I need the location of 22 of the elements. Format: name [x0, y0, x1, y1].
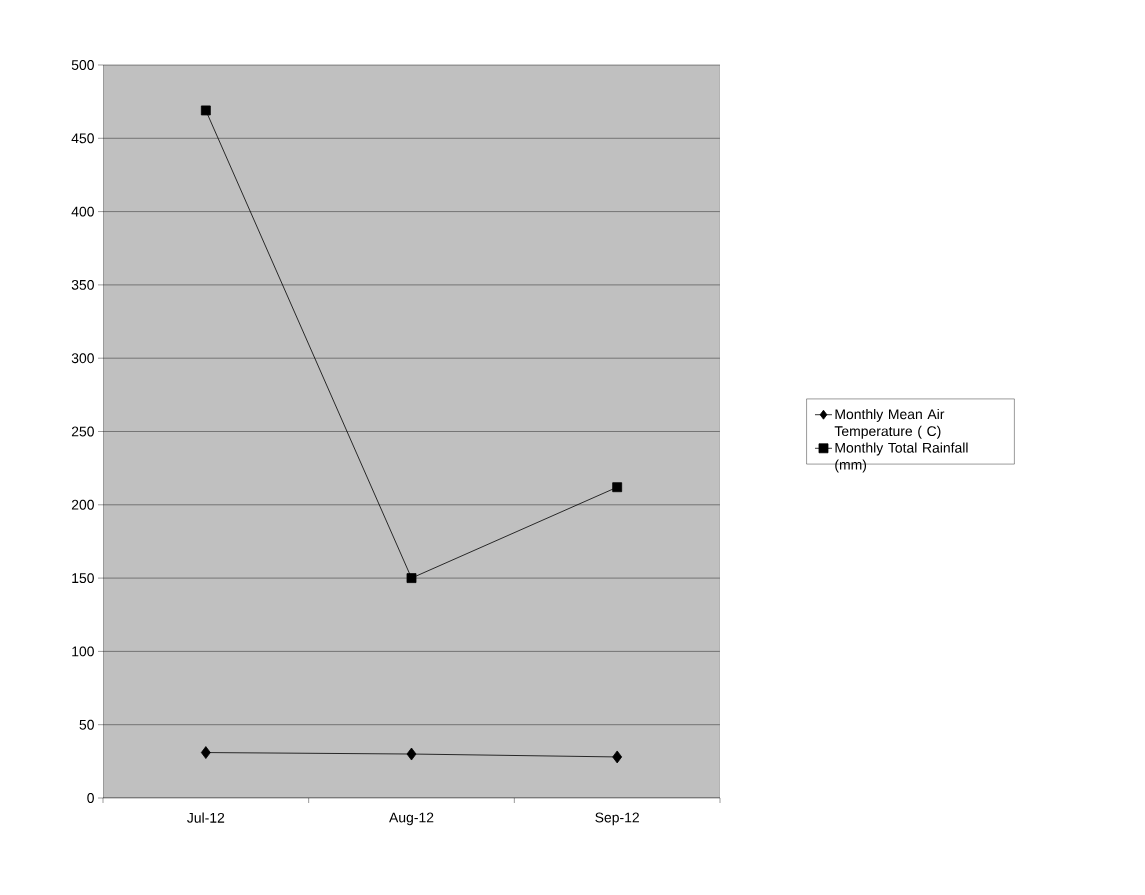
y-tick-label: 50	[79, 719, 94, 730]
y-tick-label: 300	[71, 353, 94, 364]
point	[612, 750, 623, 764]
point	[406, 747, 417, 761]
y-tick-label: 500	[71, 60, 94, 70]
y-tick-label: 100	[72, 646, 94, 657]
point	[200, 105, 211, 116]
y-tick-label: 150	[72, 573, 94, 584]
point	[200, 746, 211, 759]
legend-label: Monthly Mean Air Temperature ( C)	[834, 408, 945, 439]
x-tick-label: Jul-12	[187, 812, 225, 823]
y-tick-label: 450	[71, 133, 94, 144]
point	[406, 573, 417, 583]
x-tick-label: Sep-12	[595, 812, 639, 826]
y-tick-label: 400	[71, 206, 94, 217]
y-tick-label: 250	[71, 426, 94, 437]
y-tick-label: 350	[71, 279, 94, 290]
x-tick-label: Aug-12	[389, 812, 434, 826]
y-tick-label: 200	[71, 499, 94, 510]
legend-label: Monthly Total Rainfall (mm)	[835, 442, 968, 473]
y-tick-label: 0	[87, 793, 94, 803]
point	[612, 482, 623, 493]
